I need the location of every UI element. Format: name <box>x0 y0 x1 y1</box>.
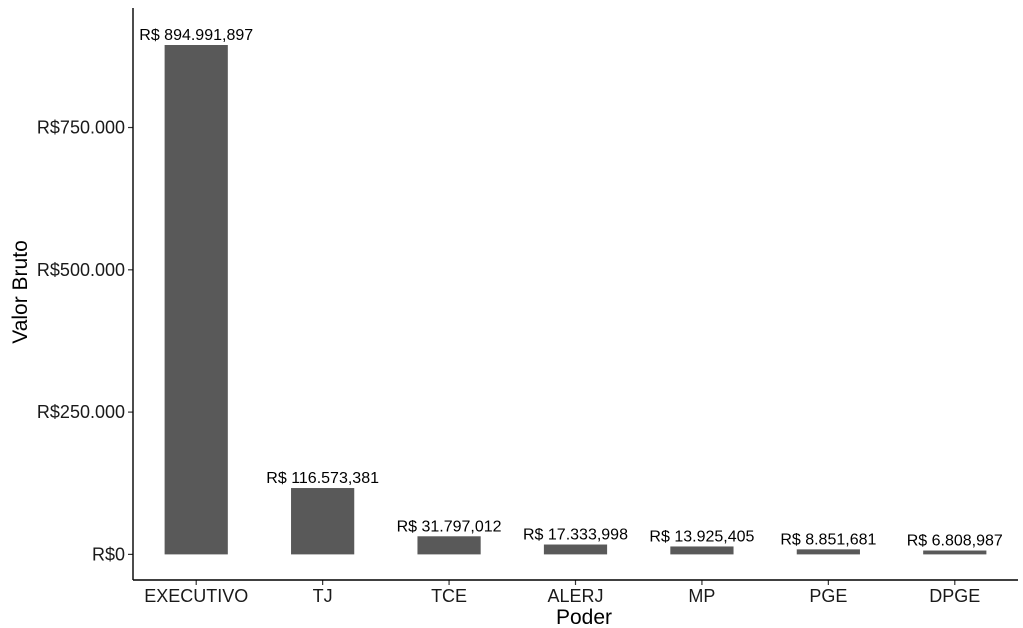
bar-mp <box>670 546 734 555</box>
x-axis: EXECUTIVO TJ TCE ALERJ MP PGE DPGE <box>133 579 1018 606</box>
y-tick-label: R$0 <box>92 544 125 564</box>
x-tick-label-dpge: DPGE <box>929 586 980 606</box>
y-tick-label: R$500.000 <box>37 260 125 280</box>
x-tick-label-tj: TJ <box>313 586 333 606</box>
bar-pge <box>796 549 860 555</box>
y-axis: R$0 R$250.000 R$500.000 R$750.000 <box>37 8 134 580</box>
y-axis-title: Valor Bruto <box>9 240 32 344</box>
bar-tj <box>291 488 355 555</box>
data-label-tj: R$ 116.573,381 <box>266 470 379 487</box>
data-label-mp: R$ 13.925,405 <box>649 528 754 545</box>
bar-tce <box>417 536 481 555</box>
x-tick-label-alerj: ALERJ <box>547 586 603 606</box>
y-tick-label: R$750.000 <box>37 118 125 138</box>
data-label-dpge: R$ 6.808,987 <box>907 533 1003 550</box>
data-label-executivo: R$ 894.991,897 <box>139 27 253 44</box>
data-label-pge: R$ 8.851,681 <box>780 531 876 548</box>
bar-alerj <box>543 544 608 555</box>
x-tick-label-tce: TCE <box>431 586 467 606</box>
bar-dpge <box>923 550 987 555</box>
x-tick-label-pge: PGE <box>809 586 847 606</box>
bar-executivo <box>164 44 228 555</box>
x-axis-title: Poder <box>556 606 612 628</box>
data-label-tce: R$ 31.797,012 <box>397 518 502 535</box>
y-tick-label: R$250.000 <box>37 402 125 422</box>
data-label-alerj: R$ 17.333,998 <box>523 527 628 544</box>
x-tick-label-mp: MP <box>688 586 715 606</box>
data-labels-layer: R$ 894.991,897 R$ 116.573,381 R$ 31.797,01… <box>139 27 1003 550</box>
bars-layer <box>164 44 987 555</box>
x-tick-label-executivo: EXECUTIVO <box>144 586 248 606</box>
